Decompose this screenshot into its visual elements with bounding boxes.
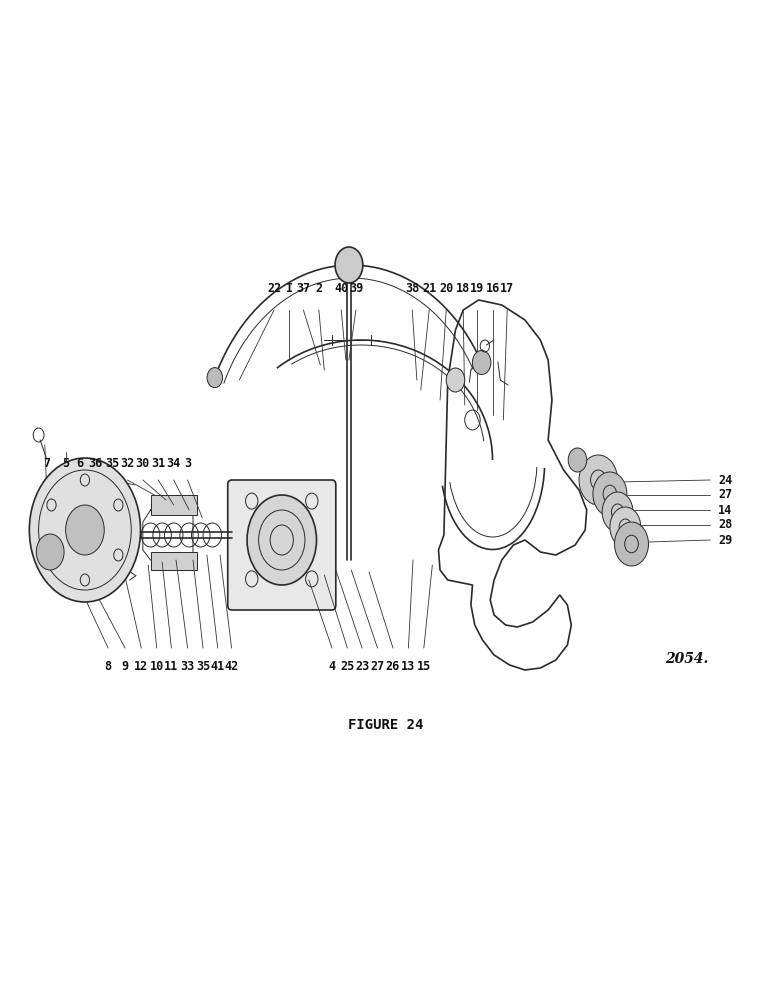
Text: 40: 40 (334, 282, 348, 295)
Text: 33: 33 (181, 660, 195, 673)
Circle shape (446, 368, 465, 392)
Text: 11: 11 (164, 660, 178, 673)
Circle shape (472, 350, 491, 374)
Text: 28: 28 (718, 518, 732, 532)
Text: 16: 16 (486, 282, 499, 295)
Text: 6: 6 (76, 457, 83, 470)
Text: 9: 9 (121, 660, 129, 673)
Text: 13: 13 (401, 660, 415, 673)
Text: 38: 38 (405, 282, 419, 295)
Text: 12: 12 (134, 660, 148, 673)
Text: 15: 15 (417, 660, 431, 673)
Text: I: I (286, 282, 293, 295)
Bar (151, 552, 197, 570)
FancyBboxPatch shape (228, 480, 336, 610)
Text: 37: 37 (296, 282, 310, 295)
Text: 20: 20 (439, 282, 453, 295)
Text: 3: 3 (184, 457, 191, 470)
Text: 18: 18 (456, 282, 470, 295)
Bar (151, 495, 197, 515)
Text: 2: 2 (315, 282, 323, 295)
Text: 14: 14 (718, 504, 732, 516)
Text: 39: 39 (349, 282, 363, 295)
Text: 31: 31 (151, 457, 165, 470)
Text: 10: 10 (150, 660, 164, 673)
Text: 17: 17 (500, 282, 514, 295)
Text: 34: 34 (167, 457, 181, 470)
Circle shape (335, 247, 363, 283)
Text: 7: 7 (42, 457, 50, 470)
Text: 35: 35 (196, 660, 210, 673)
Circle shape (579, 455, 618, 505)
Text: 23: 23 (355, 660, 369, 673)
Circle shape (568, 448, 587, 472)
Circle shape (615, 522, 648, 566)
Text: 4: 4 (328, 660, 336, 673)
Circle shape (29, 458, 141, 602)
Text: 27: 27 (371, 660, 384, 673)
Circle shape (66, 505, 104, 555)
Circle shape (247, 495, 317, 585)
Text: 36: 36 (88, 457, 102, 470)
Text: 8: 8 (104, 660, 112, 673)
Circle shape (593, 472, 627, 516)
Text: 29: 29 (718, 534, 732, 546)
Circle shape (602, 492, 633, 532)
Text: 25: 25 (340, 660, 354, 673)
Text: 22: 22 (267, 282, 281, 295)
Circle shape (610, 507, 641, 547)
Text: 42: 42 (225, 660, 239, 673)
Text: 21: 21 (422, 282, 436, 295)
Text: 27: 27 (718, 488, 732, 502)
Circle shape (207, 368, 222, 388)
Text: 35: 35 (105, 457, 119, 470)
Text: 24: 24 (718, 474, 732, 487)
Text: 30: 30 (136, 457, 150, 470)
Text: 19: 19 (470, 282, 484, 295)
Text: 5: 5 (62, 457, 69, 470)
Text: FIGURE 24: FIGURE 24 (348, 718, 424, 732)
Text: 2054.: 2054. (665, 652, 709, 666)
Circle shape (36, 534, 64, 570)
Text: 41: 41 (211, 660, 225, 673)
Text: 32: 32 (120, 457, 134, 470)
Text: 26: 26 (386, 660, 400, 673)
